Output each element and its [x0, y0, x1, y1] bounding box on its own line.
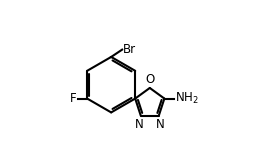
Text: N: N [135, 118, 144, 131]
Text: N: N [156, 118, 164, 131]
Text: NH$_2$: NH$_2$ [175, 91, 199, 106]
Text: F: F [70, 92, 77, 105]
Text: Br: Br [123, 43, 136, 56]
Text: O: O [145, 73, 154, 86]
